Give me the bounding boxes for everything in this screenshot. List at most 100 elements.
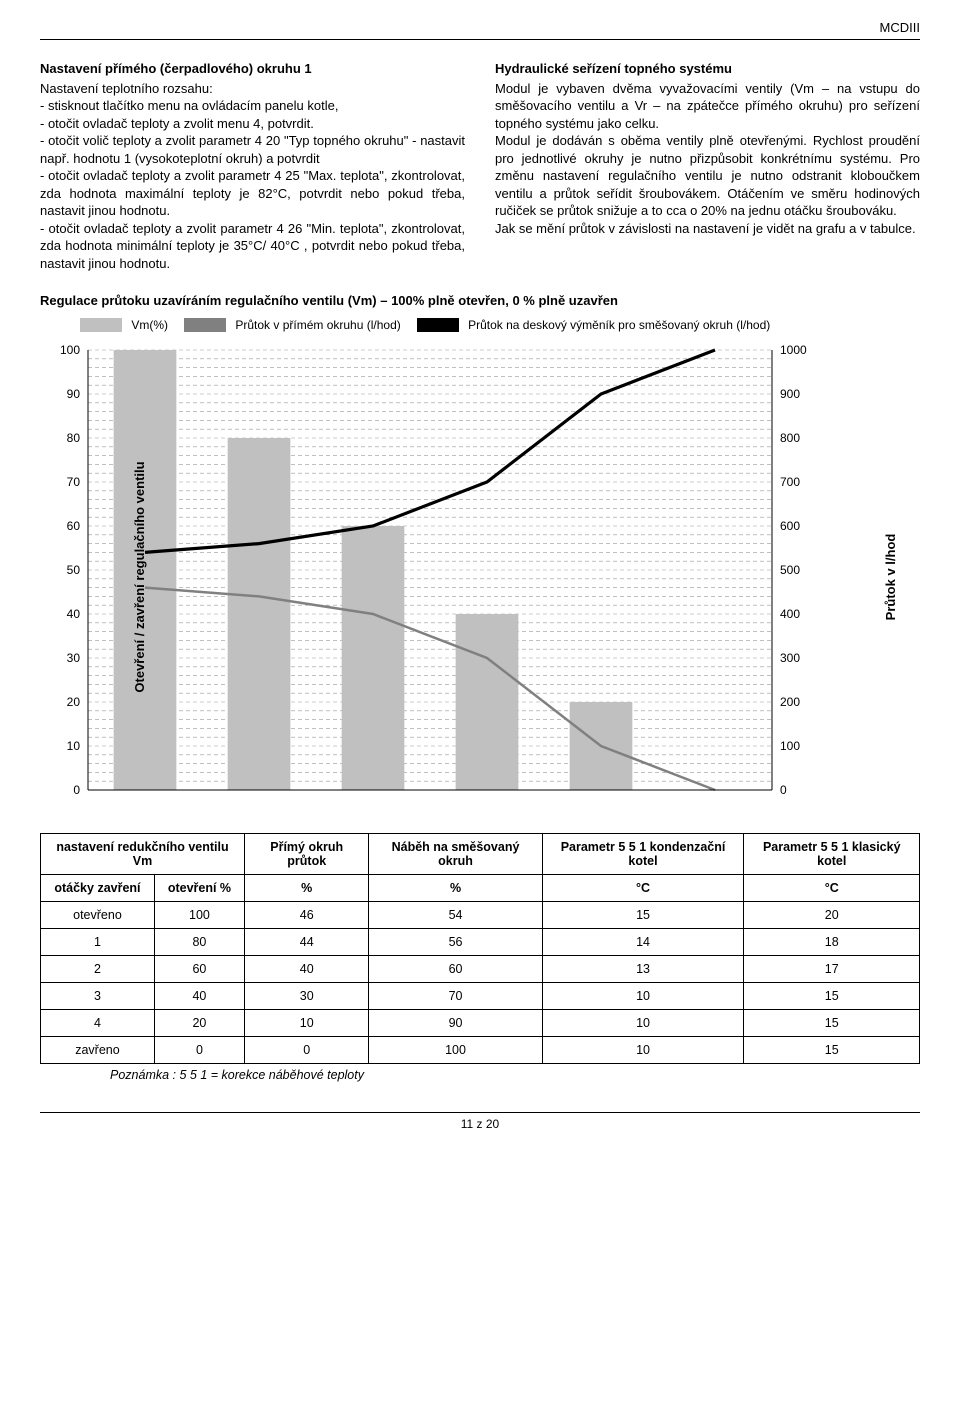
table-cell: 18 [744,929,920,956]
table-row: 26040601317 [41,956,920,983]
header-code: MCDIII [40,20,920,40]
table-cell: 10 [244,1010,369,1037]
table-cell: 15 [542,902,744,929]
table-cell: 15 [744,1037,920,1064]
legend-vm: Vm(%) [80,318,168,333]
svg-text:700: 700 [780,475,800,489]
table-row: zavřeno001001015 [41,1037,920,1064]
svg-text:600: 600 [780,519,800,533]
table-cell: 10 [542,1010,744,1037]
chart-container: Otevření / zavření regulačního ventilu P… [40,340,920,813]
table-cell: 100 [154,902,244,929]
svg-text:60: 60 [67,519,81,533]
table-cell: 44 [244,929,369,956]
table-cell: 15 [744,1010,920,1037]
two-column-text: Nastavení přímého (čerpadlového) okruhu … [40,60,920,273]
left-heading: Nastavení přímého (čerpadlového) okruhu … [40,60,465,78]
table-cell: 54 [369,902,542,929]
table-cell: 40 [244,956,369,983]
th-c4: Parametr 5 5 1 kondenzační kotel [542,834,744,875]
table-cell: 46 [244,902,369,929]
table-header-row: nastavení redukčního ventilu Vm Přímý ok… [41,834,920,875]
table-cell: 20 [154,1010,244,1037]
svg-text:30: 30 [67,651,81,665]
table-cell: 56 [369,929,542,956]
legend-direct-label: Průtok v přímém okruhu (l/hod) [235,318,400,332]
table-cell: 60 [154,956,244,983]
th-c5: Parametr 5 5 1 klasický kotel [744,834,920,875]
table-cell: 17 [744,956,920,983]
right-column: Hydraulické seřízení topného systému Mod… [495,60,920,273]
table-cell: 40 [154,983,244,1010]
th-c1b: otevření % [154,875,244,902]
table-cell: 3 [41,983,155,1010]
right-body: Modul je vybaven dvěma vyvažovacími vent… [495,80,920,238]
svg-text:50: 50 [67,563,81,577]
legend-plate-label: Průtok na deskový výměník pro směšovaný … [468,318,770,332]
th-c3: Náběh na směšovaný okruh [369,834,542,875]
svg-text:1000: 1000 [780,343,807,357]
legend-vm-label: Vm(%) [131,318,168,332]
table-cell: 1 [41,929,155,956]
yaxis-left-label: Otevření / zavření regulačního ventilu [132,461,147,692]
svg-text:200: 200 [780,695,800,709]
svg-text:70: 70 [67,475,81,489]
table-cell: 0 [244,1037,369,1064]
data-table: nastavení redukčního ventilu Vm Přímý ok… [40,833,920,1064]
chart-svg: 0102030405060708090100010020030040050060… [40,340,820,810]
th-c1: nastavení redukčního ventilu Vm [41,834,245,875]
table-subheader-row: otáčky zavření otevření % % % °C °C [41,875,920,902]
svg-text:900: 900 [780,387,800,401]
table-cell: 60 [369,956,542,983]
table-note: Poznámka : 5 5 1 = korekce náběhové tepl… [40,1064,920,1082]
table-row: 42010901015 [41,1010,920,1037]
table-cell: 10 [542,1037,744,1064]
svg-text:0: 0 [73,783,80,797]
left-column: Nastavení přímého (čerpadlového) okruhu … [40,60,465,273]
svg-text:90: 90 [67,387,81,401]
svg-text:0: 0 [780,783,787,797]
svg-text:800: 800 [780,431,800,445]
svg-text:100: 100 [60,343,80,357]
table-cell: 2 [41,956,155,983]
table-cell: 0 [154,1037,244,1064]
table-cell: 30 [244,983,369,1010]
svg-text:400: 400 [780,607,800,621]
table-cell: 90 [369,1010,542,1037]
th-c1a: otáčky zavření [41,875,155,902]
svg-text:40: 40 [67,607,81,621]
table-row: otevřeno10046541520 [41,902,920,929]
table-row: 34030701015 [41,983,920,1010]
svg-text:300: 300 [780,651,800,665]
table-cell: zavřeno [41,1037,155,1064]
yaxis-right-label: Průtok v l/hod [883,534,898,621]
table-cell: 14 [542,929,744,956]
th-c2: Přímý okruh průtok [244,834,369,875]
svg-text:80: 80 [67,431,81,445]
table-cell: 70 [369,983,542,1010]
right-heading: Hydraulické seřízení topného systému [495,60,920,78]
svg-text:10: 10 [67,739,81,753]
chart-title: Regulace průtoku uzavíráním regulačního … [40,293,920,308]
table-cell: 15 [744,983,920,1010]
table-cell: 10 [542,983,744,1010]
legend-direct: Průtok v přímém okruhu (l/hod) [184,318,401,333]
chart-legend: Vm(%) Průtok v přímém okruhu (l/hod) Prů… [80,318,920,333]
svg-text:500: 500 [780,563,800,577]
page-footer: 11 z 20 [40,1112,920,1131]
swatch-plate [417,318,459,332]
left-body: Nastavení teplotního rozsahu: - stisknou… [40,80,465,273]
table-cell: otevřeno [41,902,155,929]
table-cell: 13 [542,956,744,983]
swatch-vm [80,318,122,332]
legend-plate: Průtok na deskový výměník pro směšovaný … [417,318,770,333]
table-cell: 20 [744,902,920,929]
table-row: 18044561418 [41,929,920,956]
table-cell: 4 [41,1010,155,1037]
table-cell: 100 [369,1037,542,1064]
th-c3u: % [369,875,542,902]
th-c5u: °C [744,875,920,902]
swatch-direct [184,318,226,332]
table-cell: 80 [154,929,244,956]
th-c2u: % [244,875,369,902]
